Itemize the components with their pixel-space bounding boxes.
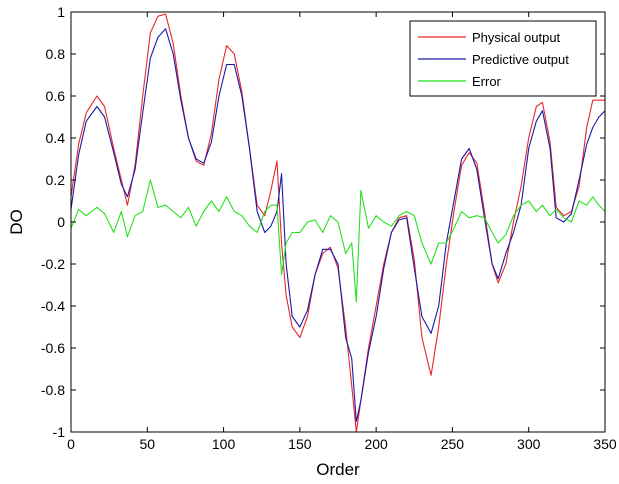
series-line-error	[70, 179, 606, 303]
x-axis-label: Order	[316, 460, 360, 479]
x-tick-label: 250	[441, 436, 465, 452]
legend-label-error: Error	[472, 74, 502, 89]
x-tick-label: 100	[212, 436, 236, 452]
y-tick-label: 0.8	[46, 46, 66, 62]
x-tick-label: 350	[593, 436, 617, 452]
x-tick-label: 300	[517, 436, 541, 452]
y-tick-label: -0.8	[41, 382, 65, 398]
y-tick-label: 0.2	[46, 172, 66, 188]
legend-label-physical-output: Physical output	[472, 30, 561, 45]
y-tick-label: 0.4	[46, 130, 66, 146]
y-tick-label: -0.4	[41, 298, 65, 314]
series-layer	[70, 13, 606, 433]
y-tick-label: 1	[57, 4, 65, 20]
x-tick-label: 150	[288, 436, 312, 452]
y-axis-label: DO	[7, 209, 26, 235]
y-tick-label: -0.2	[41, 256, 65, 272]
y-tick-label: 0	[57, 214, 65, 230]
legend-label-predictive-output: Predictive output	[472, 52, 569, 67]
x-tick-label: 50	[139, 436, 155, 452]
x-tick-label: 200	[364, 436, 388, 452]
x-tick-label: 0	[67, 436, 75, 452]
y-tick-label: -1	[53, 424, 66, 440]
y-tick-label: -0.6	[41, 340, 65, 356]
ticks-layer: 0 50 100 150 200 250 300 350 -1 -0.8 -0.6 -0.4 -0.2 0…	[41, 4, 617, 452]
y-tick-label: 0.6	[46, 88, 66, 104]
series-line-predictive-output	[70, 28, 606, 423]
legend: Physical output Predictive output Error	[409, 20, 597, 97]
